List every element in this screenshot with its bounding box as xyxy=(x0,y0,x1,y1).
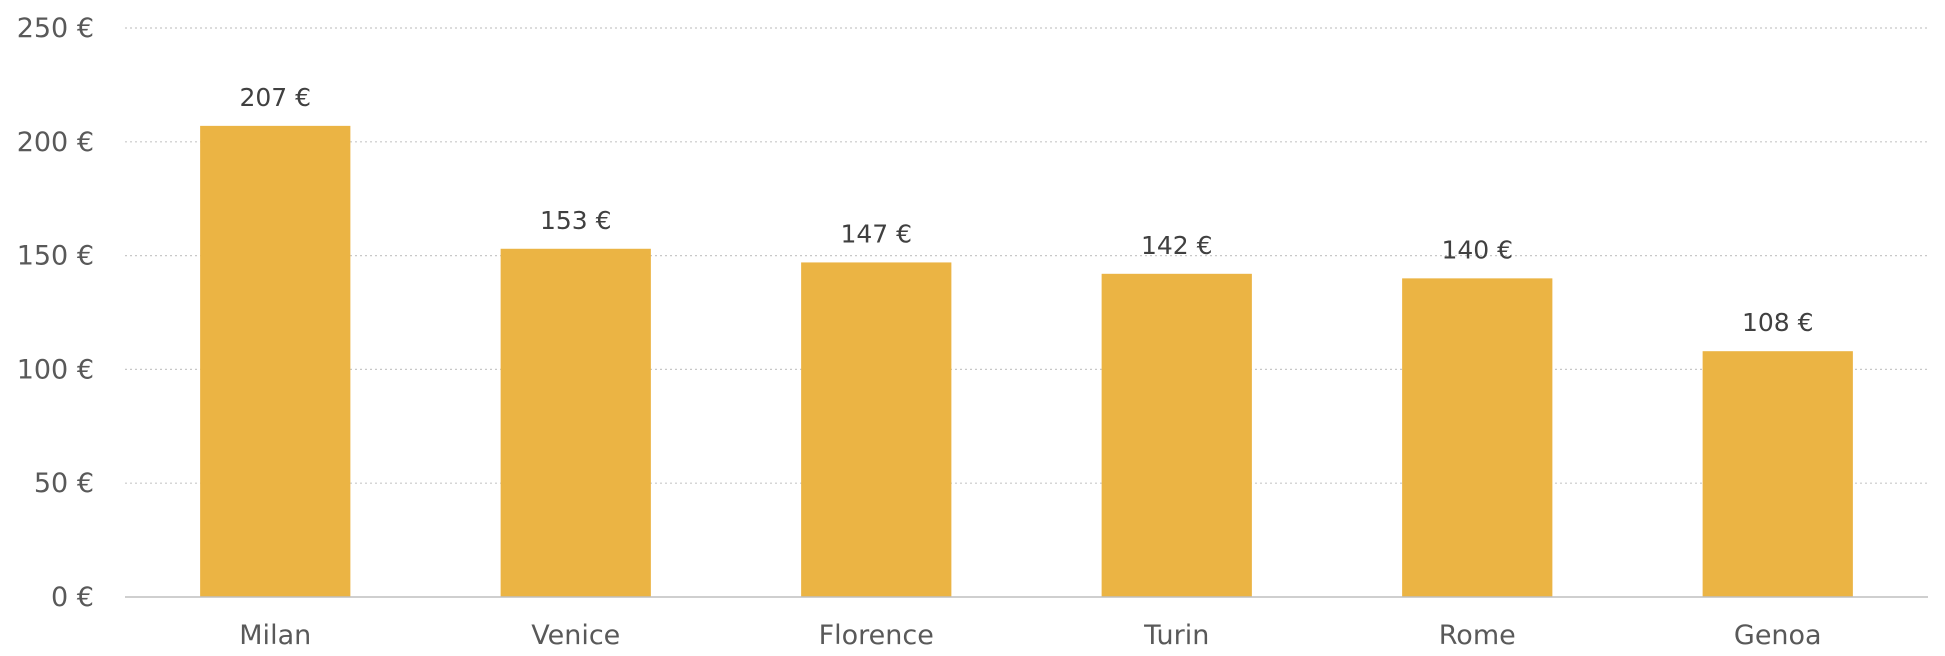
data-label: 153 € xyxy=(540,206,612,235)
y-tick-label: 250 € xyxy=(17,13,94,44)
y-axis-tick-labels: 0 € 50 € 100 € 150 € 200 € 250 € xyxy=(17,13,94,613)
y-tick-label: 0 € xyxy=(51,582,94,613)
data-label: 207 € xyxy=(239,83,311,112)
data-label: 142 € xyxy=(1141,231,1213,260)
x-category-label: Florence xyxy=(819,620,934,651)
bar-turin xyxy=(1101,273,1252,597)
bar-genoa xyxy=(1702,351,1853,597)
bar-venice xyxy=(500,248,651,597)
data-label: 108 € xyxy=(1742,308,1814,337)
bar-rome xyxy=(1402,278,1553,597)
y-tick-label: 200 € xyxy=(17,127,94,158)
data-labels: 207 € 153 € 147 € 142 € 140 € 108 € xyxy=(239,83,1813,337)
x-category-label: Milan xyxy=(239,620,311,651)
y-tick-label: 100 € xyxy=(17,354,94,385)
bars xyxy=(200,125,1853,598)
x-category-label: Venice xyxy=(531,620,620,651)
x-category-label: Genoa xyxy=(1734,620,1822,651)
data-label: 140 € xyxy=(1441,235,1513,264)
data-label: 147 € xyxy=(840,219,912,248)
y-tick-label: 150 € xyxy=(17,241,94,272)
x-category-label: Rome xyxy=(1439,620,1516,651)
gridlines xyxy=(125,27,1928,484)
bar-florence xyxy=(801,262,952,597)
y-tick-label: 50 € xyxy=(34,468,94,499)
bar-milan xyxy=(200,125,351,598)
x-axis-category-labels: Milan Venice Florence Turin Rome Genoa xyxy=(239,620,1821,651)
x-category-label: Turin xyxy=(1143,620,1209,651)
